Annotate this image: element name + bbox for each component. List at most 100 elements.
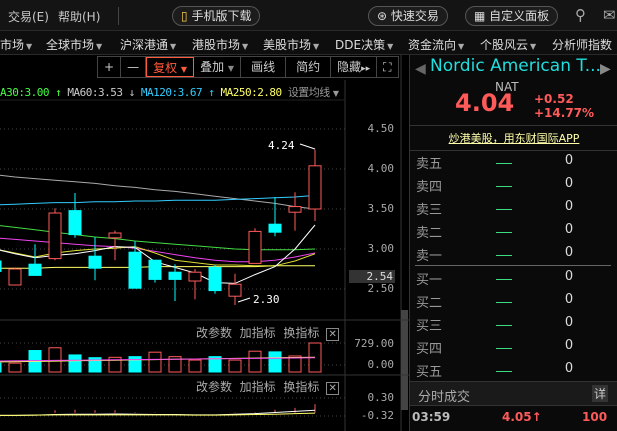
nav-global-market[interactable]: 全球市场 ▼ [46, 38, 103, 52]
kline-chart[interactable] [0, 0, 409, 431]
ma-settings-button[interactable]: 设置均线 ▼ [287, 86, 339, 99]
candle-body [188, 271, 202, 282]
low-label: 2.30 [253, 293, 280, 306]
candle-body [148, 259, 162, 280]
ma-line [0, 246, 316, 267]
candle-body [108, 232, 122, 239]
candle-body [8, 268, 22, 286]
level-label: 买一 [416, 273, 443, 288]
menu-trade[interactable]: 交易(E) [8, 10, 49, 24]
bid-row[interactable]: 买五 0 [410, 361, 617, 383]
level-volume: 0 [564, 338, 574, 353]
nav-hk-connect[interactable]: 沪深港通 ▼ [120, 38, 177, 52]
detail-button[interactable]: 详 [592, 385, 609, 402]
close-icon[interactable]: ✕ [326, 382, 340, 395]
empty-price-dash [496, 371, 512, 372]
yen-icon: ⊛ [377, 9, 388, 23]
user-icon[interactable]: ⚲ [575, 6, 586, 24]
nav-stock-news[interactable]: 个股风云 ▼ [480, 38, 537, 52]
stock-name: Nordic American T... [430, 56, 601, 76]
promo-link[interactable]: 炒港美股，用东财国际APP [448, 132, 580, 145]
level-volume: 0 [564, 315, 574, 330]
level-label: 买三 [416, 319, 443, 334]
low-arrow [237, 297, 251, 303]
bid-row[interactable]: 买一 0 [410, 269, 617, 291]
zoom-in-button[interactable]: + [98, 57, 122, 77]
last-price: 4.04 [455, 89, 515, 117]
volume-bar [228, 359, 242, 373]
ma-line [0, 237, 316, 263]
volume-bar [148, 351, 162, 373]
change-params-button[interactable]: 改参数 [196, 326, 233, 340]
volume-tick: 0.00 [367, 358, 395, 371]
adjust-button[interactable]: 复权 ▼ [146, 57, 195, 77]
ask-row[interactable]: 卖四 0 [410, 176, 617, 198]
bid-row[interactable]: 买四 0 [410, 338, 617, 360]
bid-row[interactable]: 买三 0 [410, 315, 617, 337]
candle-body [28, 263, 42, 276]
candle-body [168, 271, 182, 280]
level-volume: 0 [564, 269, 574, 284]
custom-panel-button[interactable]: ▦ 自定义面板 [465, 6, 559, 26]
volume-bar [208, 356, 222, 373]
nav-us-market[interactable]: 美股市场 ▼ [263, 38, 320, 52]
ticks-title: 分时成交 [418, 390, 471, 405]
ma-legend: A30:3.00 ↑ MA60:3.53 ↓ MA120:3.67 ↑ MA25… [0, 84, 339, 100]
nav-fund-flow[interactable]: 资金流向 ▼ [408, 38, 465, 52]
custom-panel-label: 自定义面板 [489, 9, 550, 23]
volume-bar [168, 356, 182, 373]
next-stock-icon[interactable]: ▶ [600, 61, 611, 77]
ma-line [0, 194, 316, 206]
change-params-button[interactable]: 改参数 [196, 380, 233, 394]
volume-bar [8, 362, 22, 373]
ask-row[interactable]: 卖三 0 [410, 199, 617, 221]
overlay-button[interactable]: 叠加 ▼ [194, 57, 242, 77]
price-tick: 4.50 [367, 122, 395, 135]
quick-trade-button[interactable]: ⊛ 快速交易 [368, 6, 448, 26]
nav-market[interactable]: 市场 ▼ [0, 38, 33, 52]
add-indicator-button[interactable]: 加指标 [239, 326, 276, 340]
ma-line [0, 225, 316, 251]
empty-price-dash [496, 186, 512, 187]
level-volume: 0 [564, 292, 574, 307]
mobile-download-button[interactable]: ▯ 手机版下载 [172, 6, 261, 26]
mobile-download-label: 手机版下载 [191, 9, 252, 23]
add-indicator-button[interactable]: 加指标 [239, 380, 276, 394]
candle-body [228, 283, 242, 297]
switch-indicator-button[interactable]: 换指标 [283, 380, 320, 394]
ask-row[interactable]: 卖一 0 [410, 245, 617, 267]
phone-icon: ▯ [181, 9, 188, 23]
nav-hk-market[interactable]: 港股市场 ▼ [192, 38, 249, 52]
ask-row[interactable]: 卖五 0 [410, 153, 617, 175]
simple-button[interactable]: 简约 [286, 57, 332, 77]
close-icon[interactable]: ✕ [326, 328, 340, 341]
mail-icon[interactable]: ✉ [603, 6, 616, 24]
volume-bar [88, 357, 102, 373]
macd-tick: 0.30 [367, 391, 395, 404]
menu-help[interactable]: 帮助(H) [58, 10, 101, 24]
nav-analyst-index[interactable]: 分析师指数 [552, 38, 613, 52]
candle-body [288, 206, 302, 213]
nav-dde[interactable]: DDE决策 ▼ [335, 38, 394, 52]
prev-stock-icon[interactable]: ◀ [415, 61, 426, 77]
up-arrow-icon: ↑ [531, 410, 542, 424]
empty-price-dash [496, 302, 512, 303]
scrollbar [401, 310, 408, 410]
switch-indicator-button[interactable]: 换指标 [283, 326, 320, 340]
ma-line [0, 174, 316, 210]
empty-price-dash [496, 232, 512, 233]
level-label: 买五 [416, 365, 443, 380]
high-label: 4.24 [268, 139, 295, 152]
zoom-out-button[interactable]: — [121, 57, 147, 77]
candle-body [208, 266, 222, 292]
high-arrow [299, 143, 316, 150]
candle-body [68, 210, 82, 236]
fullscreen-icon[interactable]: ⛶ [383, 60, 392, 74]
bid-row[interactable]: 买二 0 [410, 292, 617, 314]
draw-line-button[interactable]: 画线 [241, 57, 287, 77]
volume-bar [188, 359, 202, 373]
hide-button[interactable]: 隐藏▸▸ [331, 57, 378, 77]
macd-dea-line [0, 412, 316, 416]
price-change: +0.52 [534, 92, 574, 106]
ask-row[interactable]: 卖二 0 [410, 222, 617, 244]
